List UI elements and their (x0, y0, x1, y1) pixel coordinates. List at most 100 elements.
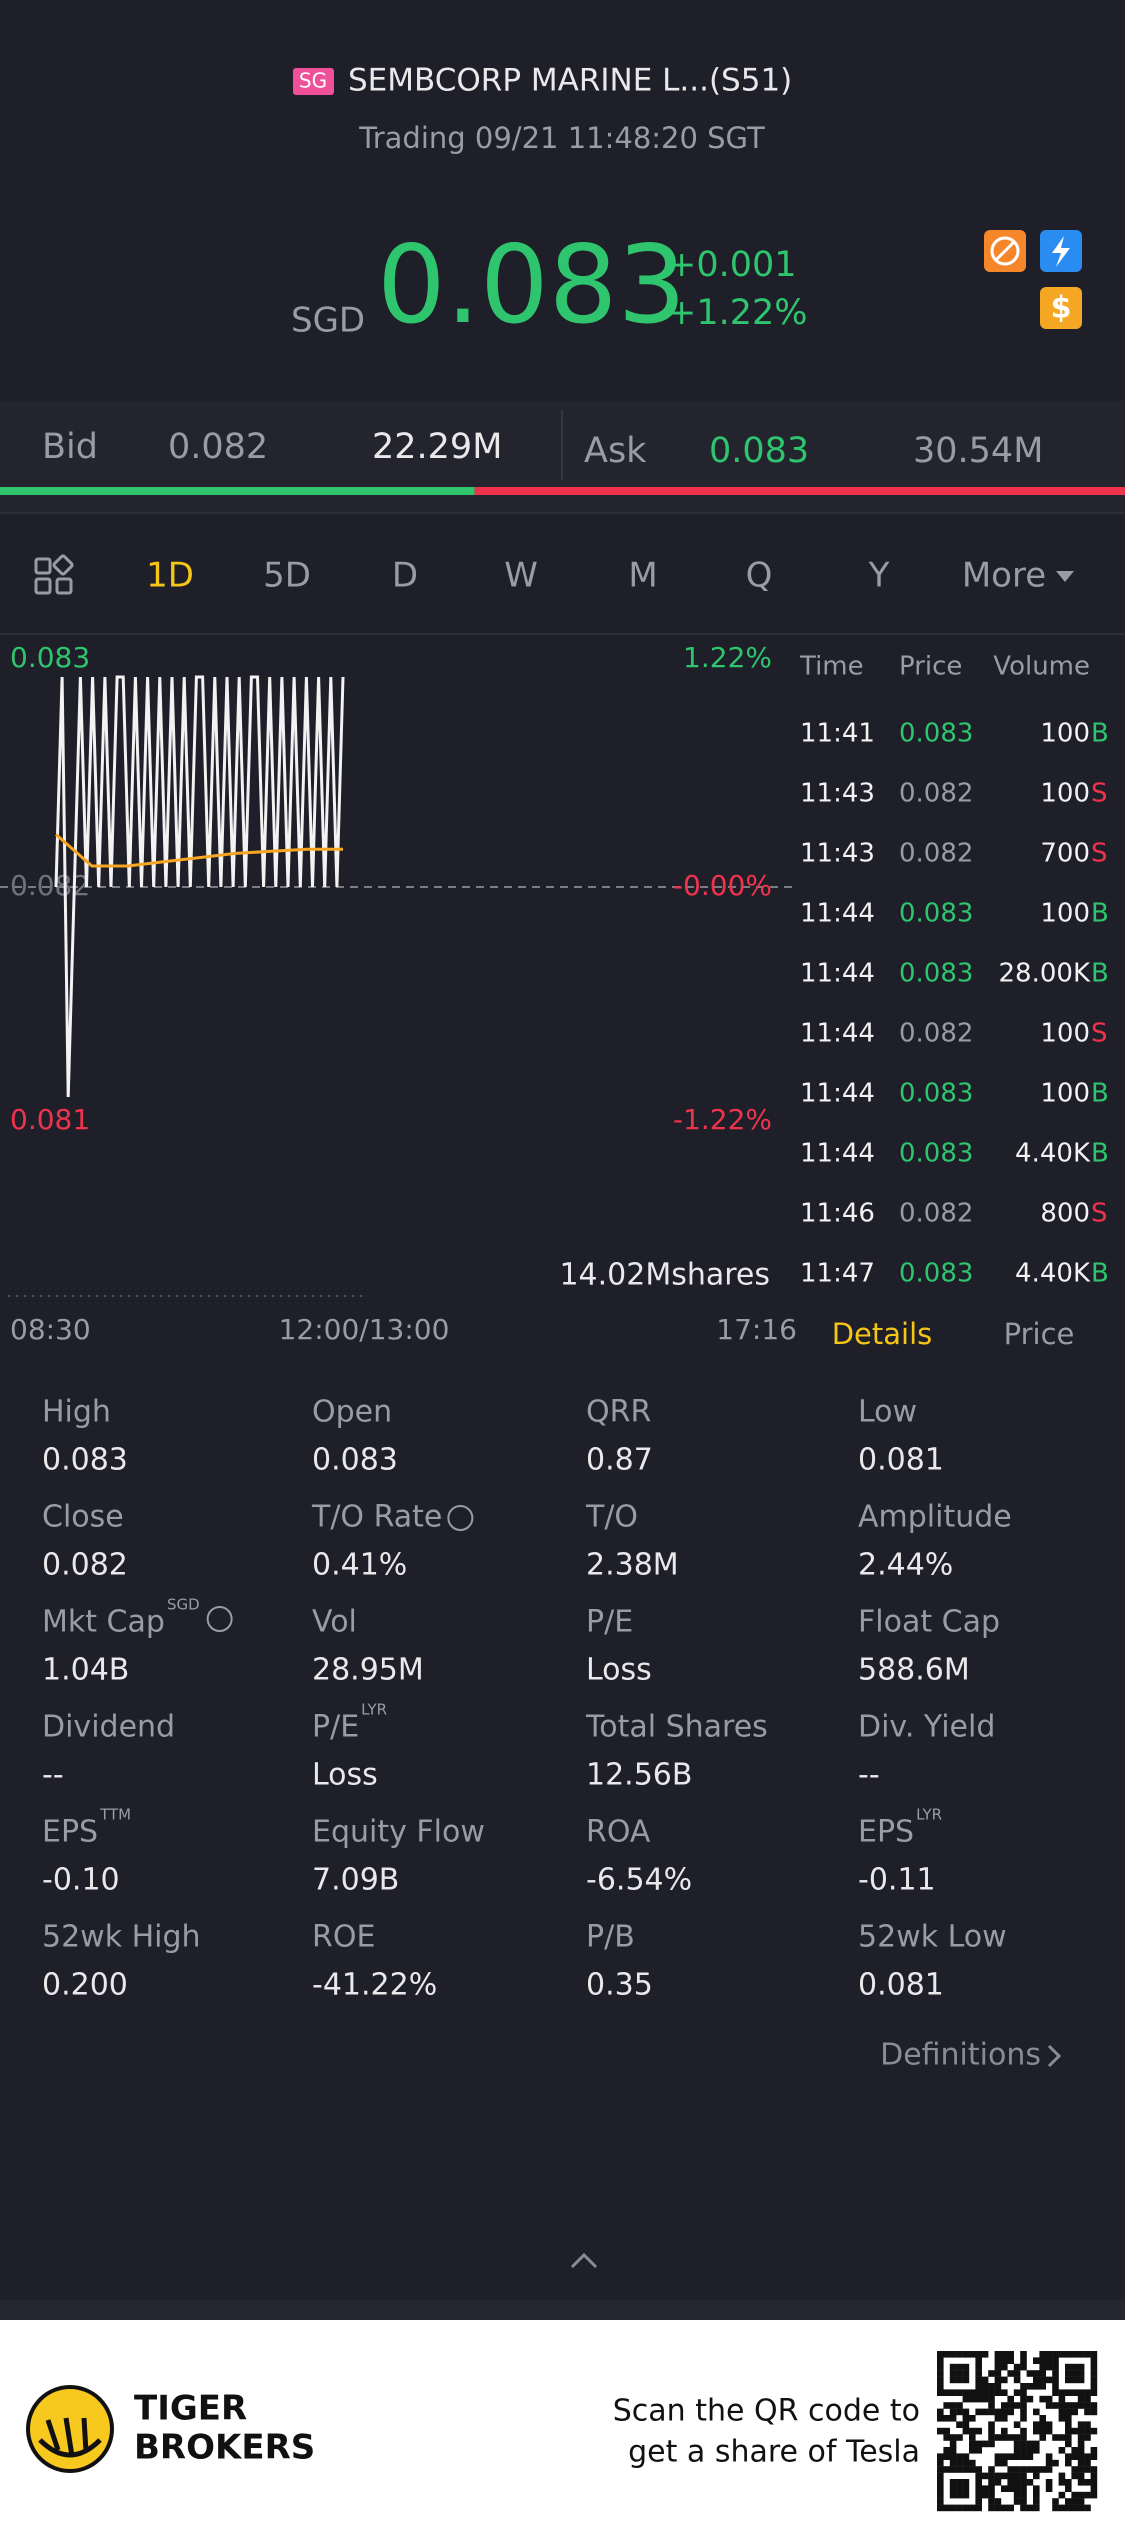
ask-size: 30.54M (913, 431, 1043, 471)
stat-label: ROE (312, 1920, 375, 1955)
period-tab[interactable]: Y (868, 556, 890, 596)
qr-module (1090, 2479, 1098, 2486)
period-tab[interactable]: 1D (146, 556, 194, 596)
qr-module (1045, 2427, 1053, 2435)
qr-module (937, 2376, 944, 2384)
qr-module (1077, 2395, 1085, 2403)
stat-label: T/O (585, 1500, 638, 1535)
definitions-link[interactable]: Definitions (880, 2038, 1041, 2073)
qr-module (1026, 2504, 1034, 2512)
qr-module (969, 2504, 976, 2512)
exchange-badge-text: SG (299, 69, 327, 93)
qr-module (1090, 2351, 1098, 2358)
qr-module (988, 2485, 995, 2492)
trade-side: B (1091, 1259, 1109, 1289)
qr-module (1020, 2498, 1027, 2505)
qr-module (1058, 2504, 1066, 2512)
qr-module (956, 2479, 963, 2486)
trade-time: 11:44 (800, 1139, 875, 1169)
qr-module (1039, 2357, 1046, 2364)
stat-value: -- (42, 1758, 64, 1793)
qr-module (956, 2370, 963, 2377)
stat-label: EPS (858, 1815, 914, 1850)
detail-tab[interactable]: Details (832, 1317, 933, 1351)
qr-module (937, 2466, 944, 2473)
x-label: 12:00/13:00 (279, 1313, 450, 1346)
qr-module (1001, 2376, 1008, 2384)
qr-module (937, 2485, 944, 2492)
icon-glyph (994, 240, 1016, 262)
qr-module (1001, 2472, 1008, 2480)
qr-module (1026, 2479, 1034, 2486)
qr-module (1077, 2491, 1085, 2499)
qr-module (1084, 2395, 1091, 2403)
qr-module (962, 2351, 970, 2358)
qr-module (956, 2504, 963, 2512)
qr-module (1052, 2389, 1059, 2396)
qr-module (1058, 2389, 1066, 2396)
qr-module (949, 2466, 957, 2473)
qr-module (937, 2498, 944, 2505)
qr-module (1077, 2466, 1085, 2473)
qr-module (1052, 2351, 1059, 2358)
qr-module (994, 2351, 1002, 2358)
qr-module (956, 2491, 963, 2499)
footer-edge (0, 2300, 1125, 2320)
stat-value: 0.083 (42, 1443, 128, 1478)
qr-module (1052, 2357, 1059, 2364)
qr-module (1045, 2421, 1053, 2428)
period-tab[interactable]: More (962, 556, 1046, 596)
qr-module (975, 2504, 982, 2512)
qr-module (956, 2408, 963, 2416)
expand-caret[interactable] (570, 2252, 598, 2269)
period-tab[interactable]: 5D (263, 556, 311, 596)
layout-icon[interactable] (34, 554, 74, 595)
qr-module (1013, 2466, 1021, 2473)
qr-code (937, 2351, 1098, 2512)
qr-module (1020, 2408, 1027, 2416)
stat-value: 2.38M (586, 1548, 679, 1583)
qr-module (975, 2427, 982, 2435)
qr-module (962, 2415, 970, 2422)
stat-label: Vol (312, 1605, 357, 1640)
trade-volume: 4.40K (1015, 1259, 1091, 1289)
qr-module (1077, 2351, 1085, 2358)
qr-module (975, 2395, 982, 2403)
stat-label-sup: SGD (167, 1596, 200, 1614)
qr-module (937, 2459, 944, 2467)
icon-dividend[interactable] (1040, 287, 1082, 329)
period-tab[interactable]: M (628, 556, 657, 596)
qr-module (1084, 2453, 1091, 2460)
qr-module (1020, 2395, 1027, 2403)
period-tab[interactable]: D (392, 556, 418, 596)
pct-label-bottom: -1.22% (673, 1103, 772, 1136)
period-tab[interactable]: Q (746, 556, 773, 596)
trade-price: 0.082 (899, 1199, 973, 1229)
qr-module (1090, 2427, 1098, 2435)
icon-glyph (55, 577, 73, 595)
trade-side: B (1091, 1079, 1109, 1109)
qr-module (962, 2370, 970, 2377)
trade-price: 0.083 (899, 1139, 973, 1169)
qr-module (994, 2453, 1002, 2460)
qr-module (975, 2408, 982, 2416)
qr-module (1039, 2415, 1046, 2422)
qr-module (949, 2485, 957, 2492)
period-tab[interactable]: W (504, 556, 538, 596)
stat-label: Amplitude (858, 1500, 1012, 1535)
price-change-pct: +1.22% (667, 293, 808, 333)
bid-label: Bid (42, 427, 98, 467)
stat-label: P/E (312, 1710, 359, 1745)
qr-module (969, 2395, 976, 2403)
qr-module (1039, 2466, 1046, 2473)
qr-module (988, 2383, 995, 2390)
qr-module (1071, 2408, 1078, 2416)
stat-label: EPS (42, 1815, 98, 1850)
bid-bar (0, 487, 475, 495)
qr-module (1071, 2498, 1078, 2505)
qr-module (1026, 2370, 1034, 2377)
qr-module (1052, 2434, 1059, 2441)
qr-module (1090, 2491, 1098, 2499)
qr-module (937, 2472, 944, 2480)
detail-tab[interactable]: Price (1004, 1317, 1075, 1351)
